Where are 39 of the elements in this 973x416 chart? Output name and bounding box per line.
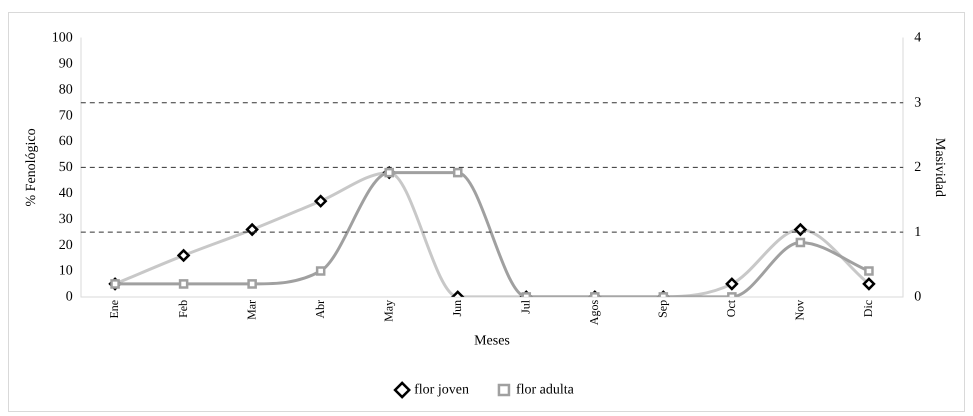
y2-tick-label: 0 [914,290,922,305]
point [864,266,874,276]
y-tick-label: 50 [58,160,73,176]
x-tick-label: Mar [244,300,258,320]
y-tick-label: 80 [58,82,73,98]
point [178,279,188,289]
y2-axis-title: Masividad [932,138,947,197]
x-tick-label: Abr [312,300,327,319]
x-tick-label: Ene [107,300,122,319]
x-tick-label: Sep [655,300,670,318]
point [247,279,257,289]
x-axis-title: Meses [474,333,510,348]
y2-tick-label: 4 [914,30,922,46]
legend-label: flor joven [414,382,469,398]
y2-tick-label: 1 [914,224,922,240]
y-tick-label: 20 [58,238,73,253]
y-axis-title: % Fenológico [24,128,40,207]
y2-tick-label: 3 [914,95,922,110]
x-tick-label: Jun [450,300,464,317]
point [796,238,806,248]
x-tick-label: Oct [724,299,738,318]
y-tick-label: 10 [58,264,73,279]
y-tick-label: 30 [58,212,73,227]
y-tick-label: 0 [66,290,73,305]
legend-label: flor adulta [516,382,575,398]
x-tick-label: May [381,300,396,322]
point [452,168,463,178]
x-tick-label: Agos [586,300,601,326]
point [316,266,326,276]
y-tick-label: 90 [58,56,73,72]
y-tick-label: 40 [58,186,73,201]
y2-tick-label: 2 [914,160,922,176]
y-tick-label: 100 [52,30,73,46]
x-tick-label: Dic [861,300,876,318]
x-tick-label: Jul [518,299,532,314]
y-tick-label: 70 [58,108,73,124]
x-tick-label: Feb [176,300,190,318]
y-tick-label: 60 [58,134,73,150]
x-tick-label: Nov [792,300,807,321]
